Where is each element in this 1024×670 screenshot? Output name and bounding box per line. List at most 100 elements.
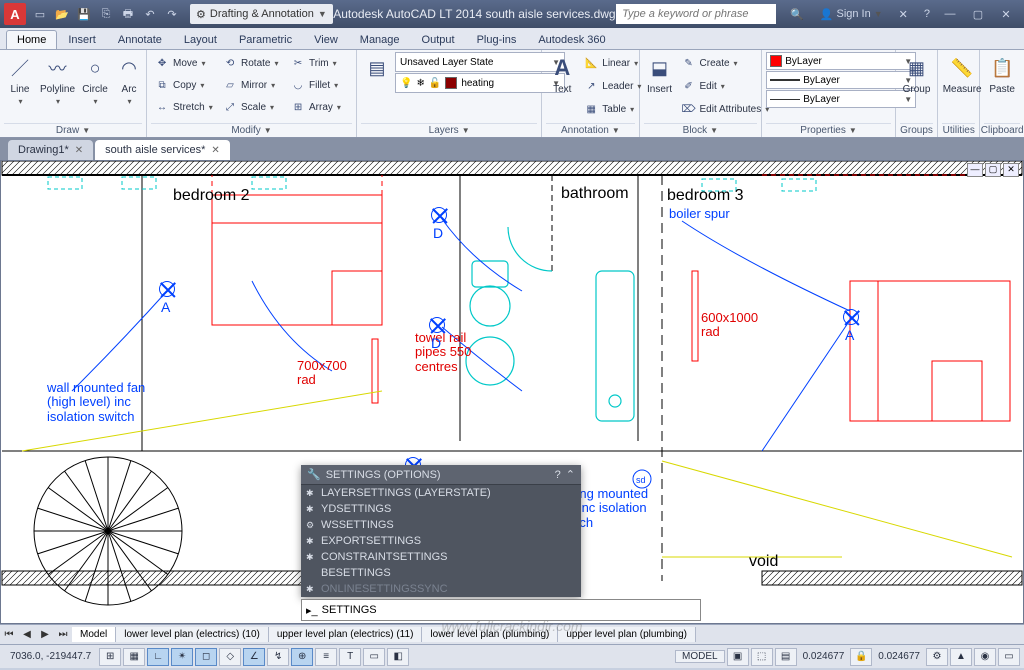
lineweight-dropdown[interactable]: ByLayer▼ [766,71,916,89]
annoscale-2[interactable]: 0.024677 [874,651,924,662]
isolate-icon[interactable]: ◉ [974,648,996,666]
model-space-label[interactable]: MODEL [675,650,725,663]
linetype-dropdown[interactable]: ByLayer▼ [766,90,916,108]
copy-button[interactable]: ⧉Copy▾ [151,74,219,96]
autocomplete-item[interactable]: BESETTINGS [301,565,581,581]
osnap-toggle[interactable]: ◻ [195,648,217,666]
layout-tab[interactable]: lower level plan (plumbing) [422,627,558,642]
ribbon-tab-home[interactable]: Home [6,30,57,49]
redo-icon[interactable]: ↷ [162,4,182,24]
rotate-button[interactable]: ⟲Rotate▾ [219,52,287,74]
exchange-icon[interactable]: ✕ [893,4,914,24]
layout-tab[interactable]: lower level plan (electrics) (10) [116,627,269,642]
command-input[interactable] [322,604,696,616]
layer-properties-button[interactable]: ▤ [361,52,393,84]
layout-tab[interactable]: upper level plan (plumbing) [558,627,696,642]
line-button[interactable]: ／Line▾ [4,52,36,108]
help-search-input[interactable] [616,4,776,24]
status-btn-a[interactable]: ▣ [727,648,749,666]
polyline-button[interactable]: 〰Polyline▾ [38,52,77,108]
color-dropdown[interactable]: ByLayer▼ [766,52,916,70]
sc-toggle[interactable]: ◧ [387,648,409,666]
saveas-icon[interactable]: ⎘ [96,4,116,24]
command-line[interactable]: ▸_ [301,599,701,621]
snap-toggle[interactable]: ⊞ [99,648,121,666]
layout-next-icon[interactable]: ▶ [36,629,54,640]
status-btn-b[interactable]: ⬚ [751,648,773,666]
doc-tab[interactable]: south aisle services*✕ [95,140,230,160]
table-button[interactable]: ▦Table▾ [580,98,644,120]
chevron-up-icon[interactable]: ⌃ [566,468,575,481]
block-edit-attributes-button[interactable]: ⌦Edit Attributes▾ [678,98,773,120]
layout-last-icon[interactable]: ⏭ [54,629,72,640]
autocomplete-item[interactable]: ✱EXPORTSETTINGS [301,533,581,549]
ribbon-tab-parametric[interactable]: Parametric [228,30,303,49]
layer-state-dropdown[interactable]: Unsaved Layer State▼ [395,52,565,72]
insert-button[interactable]: ⬓Insert [644,52,676,97]
trim-button[interactable]: ✂Trim▾ [287,52,355,74]
annoscale-icon[interactable]: 🔒 [850,648,872,666]
dyn-toggle[interactable]: ⊕ [291,648,313,666]
3dosnap-toggle[interactable]: ◇ [219,648,241,666]
plot-icon[interactable]: 🖶 [118,4,138,24]
vp-min-icon[interactable]: — [967,163,983,177]
workspace-selector[interactable]: ⚙ Drafting & Annotation ▼ [190,4,333,24]
new-icon[interactable]: ▭ [30,4,50,24]
scale-button[interactable]: ⤢Scale▾ [219,96,287,118]
clean-screen-icon[interactable]: ▭ [998,648,1020,666]
ribbon-tab-manage[interactable]: Manage [349,30,411,49]
maximize-icon[interactable]: ▢ [964,4,992,24]
ribbon-tab-layout[interactable]: Layout [173,30,228,49]
move-button[interactable]: ✥Move▾ [151,52,219,74]
open-icon[interactable]: 📂 [52,4,72,24]
otrack-toggle[interactable]: ∠ [243,648,265,666]
ribbon-tab-autodesk-360[interactable]: Autodesk 360 [527,30,616,49]
drawing-canvas[interactable]: sd bedroom 2bathroombedroom 3balconyvoid… [0,160,1024,624]
text-button[interactable]: AText [546,52,578,97]
infocenter-icon[interactable]: 🔍 [784,4,810,24]
close-icon[interactable]: ✕ [992,4,1020,24]
layout-tab[interactable]: Model [72,627,116,642]
ribbon-tab-plug-ins[interactable]: Plug-ins [466,30,528,49]
autocomplete-item[interactable]: ⚙WSSETTINGS [301,517,581,533]
undo-icon[interactable]: ↶ [140,4,160,24]
circle-button[interactable]: ○Circle▾ [79,52,111,108]
autocomplete-item[interactable]: ✱YDSETTINGS [301,501,581,517]
status-btn-c[interactable]: ▤ [775,648,797,666]
autocomplete-item[interactable]: ✱CONSTRAINTSETTINGS [301,549,581,565]
qp-toggle[interactable]: ▭ [363,648,385,666]
layout-first-icon[interactable]: ⏮ [0,629,18,640]
ribbon-tab-output[interactable]: Output [411,30,466,49]
ducs-toggle[interactable]: ↯ [267,648,289,666]
tpy-toggle[interactable]: T [339,648,361,666]
stretch-button[interactable]: ↔Stretch▾ [151,96,219,118]
current-layer-dropdown[interactable]: 💡❄🔓 heating ▼ [395,73,565,93]
block-edit-button[interactable]: ✐Edit▾ [678,75,773,97]
help-icon[interactable]: ? [918,4,936,24]
fillet-button[interactable]: ◡Fillet▾ [287,74,355,96]
annoscale-1[interactable]: 0.024677 [799,651,849,662]
autocomplete-item[interactable]: ✱LAYERSETTINGS (LAYERSTATE) [301,485,581,501]
layout-prev-icon[interactable]: ◀ [18,629,36,640]
linear-button[interactable]: 📐Linear▾ [580,52,644,74]
workspace-switch-icon[interactable]: ⚙ [926,648,948,666]
sign-in-button[interactable]: 👤Sign In▼ [814,4,889,24]
array-button[interactable]: ⊞Array▾ [287,96,355,118]
app-logo[interactable]: A [4,3,26,25]
ribbon-tab-view[interactable]: View [303,30,349,49]
save-icon[interactable]: 💾 [74,4,94,24]
ribbon-tab-annotate[interactable]: Annotate [107,30,173,49]
block-create-button[interactable]: ✎Create▾ [678,52,773,74]
close-tab-icon[interactable]: ✕ [75,145,83,156]
layout-tab[interactable]: upper level plan (electrics) (11) [269,627,423,642]
leader-button[interactable]: ↗Leader▾ [580,75,644,97]
ortho-toggle[interactable]: ∟ [147,648,169,666]
group-button[interactable]: ▦Group [900,52,933,97]
ribbon-tab-insert[interactable]: Insert [57,30,107,49]
polar-toggle[interactable]: ✴ [171,648,193,666]
paste-button[interactable]: 📋Paste [984,52,1020,97]
doc-tab[interactable]: Drawing1*✕ [8,140,93,160]
lwt-toggle[interactable]: ≡ [315,648,337,666]
grid-toggle[interactable]: ▦ [123,648,145,666]
minimize-icon[interactable]: — [936,4,964,24]
